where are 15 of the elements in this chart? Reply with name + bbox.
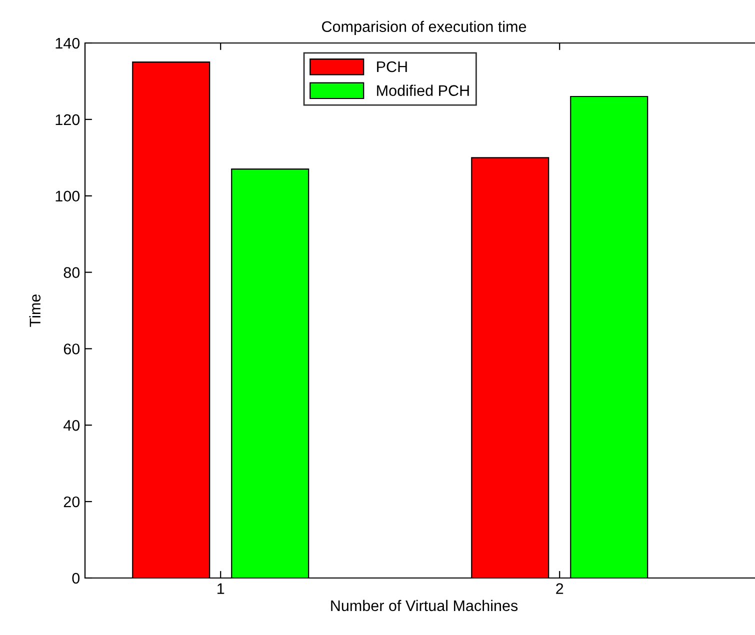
y-tick-label: 60: [64, 344, 80, 354]
legend-label: Modified PCH: [377, 84, 469, 96]
x-tick-label: 1: [218, 583, 224, 594]
y-tick-label: 140: [56, 38, 80, 49]
legend-label: PCH: [377, 61, 407, 72]
y-tick-label: 80: [64, 267, 80, 278]
y-tick-label: 20: [64, 496, 80, 508]
y-tick-label: 120: [56, 114, 80, 126]
y-axis-title: Time: [29, 294, 41, 327]
chart-title: Comparision of execution time: [322, 20, 526, 36]
y-tick-label: 0: [72, 572, 80, 584]
x-axis-title: Number of Virtual Machines: [331, 600, 518, 612]
y-tick-label: 40: [64, 420, 80, 431]
x-tick-label: 2: [556, 583, 564, 594]
y-tick-label: 100: [56, 190, 80, 202]
